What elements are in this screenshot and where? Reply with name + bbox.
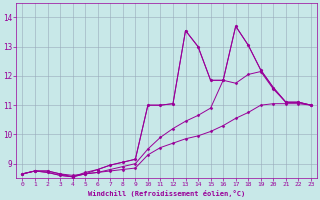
X-axis label: Windchill (Refroidissement éolien,°C): Windchill (Refroidissement éolien,°C) xyxy=(88,190,245,197)
